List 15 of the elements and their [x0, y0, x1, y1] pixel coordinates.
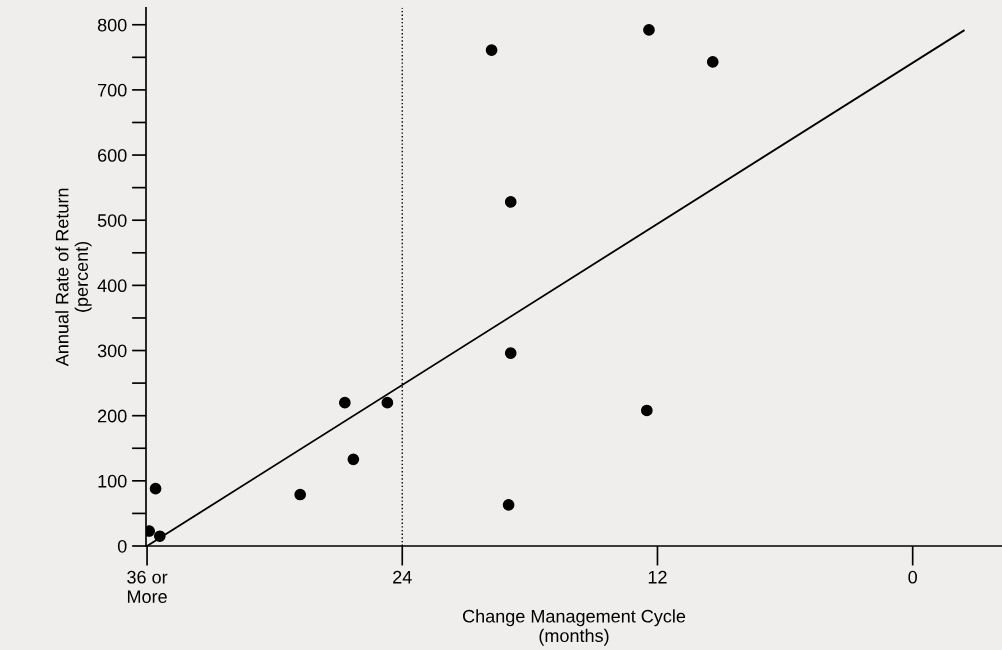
x-tick-label: 24: [393, 570, 412, 584]
y-tick-label: 800: [97, 18, 127, 32]
y-tick-label: 500: [97, 214, 127, 227]
x-tick-label: 36 or More: [127, 570, 168, 604]
y-tick-label: 100: [98, 474, 127, 488]
x-axis-title: Change Management Cycle (months): [463, 609, 686, 646]
y-tick-label: 600: [98, 148, 127, 162]
y-tick-label: 0: [117, 539, 127, 553]
y-axis-title: Annual Rate of Return (percent): [55, 188, 92, 367]
x-tick-label: 12: [648, 570, 667, 584]
y-tick-label: 200: [98, 409, 127, 423]
y-tick-label: 700: [98, 83, 127, 97]
x-tick-label: 0: [908, 570, 917, 584]
y-tick-label: 400: [97, 279, 127, 293]
y-tick-label: 300: [97, 344, 127, 358]
